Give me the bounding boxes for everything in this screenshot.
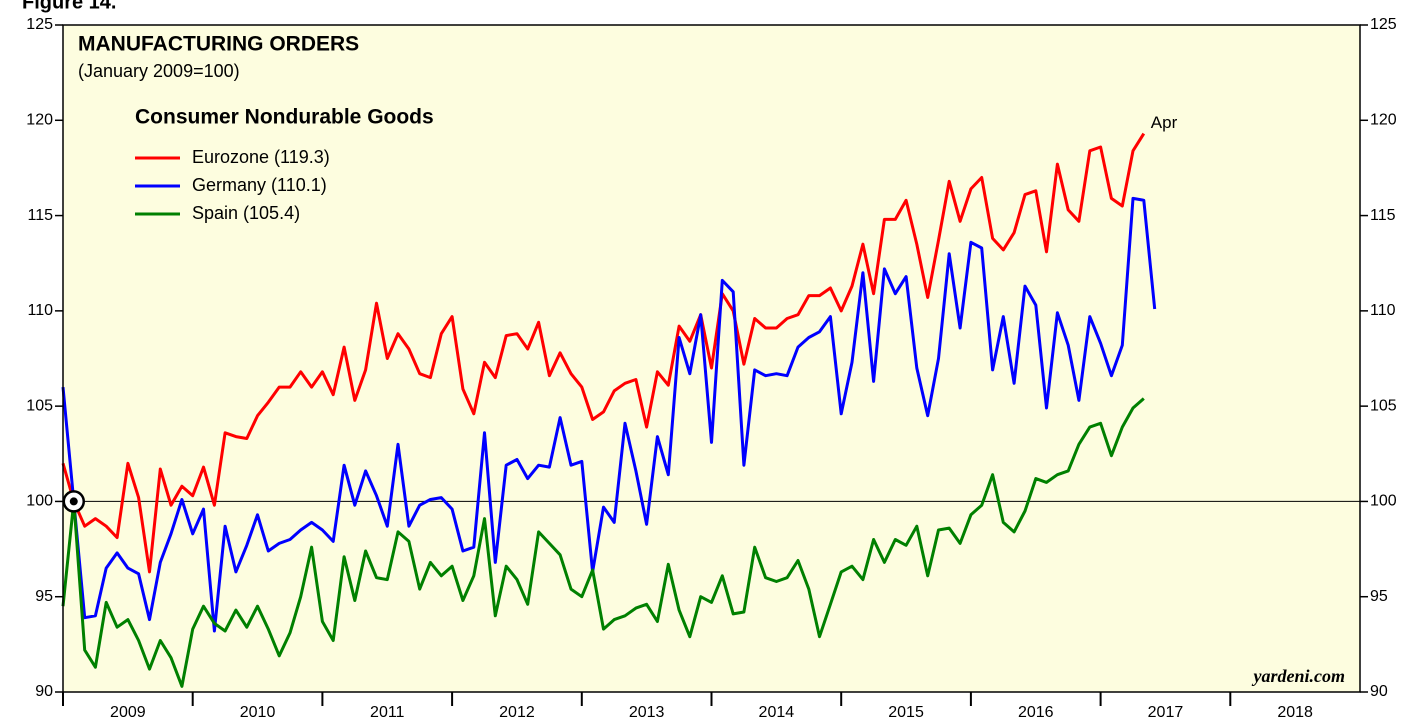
- x-tick-label: 2018: [1277, 704, 1313, 721]
- y2-tick-label: 110: [1370, 302, 1396, 319]
- y2-tick-label: 105: [1370, 397, 1397, 414]
- x-tick-label: 2012: [499, 704, 535, 721]
- y2-tick-label: 90: [1370, 683, 1388, 700]
- series-line: [61, 397, 1145, 688]
- figure-label: Figure 14.: [22, 0, 116, 13]
- source: yardeni.com: [1252, 666, 1346, 686]
- y2-tick-label: 125: [1370, 16, 1397, 33]
- legend-title: Consumer Nondurable Goods: [135, 106, 434, 129]
- x-tick-label: 2014: [759, 704, 795, 721]
- y-tick-label: 120: [26, 112, 53, 129]
- y2-tick-label: 120: [1370, 112, 1397, 129]
- x-tick-label: 2016: [1018, 704, 1054, 721]
- y-tick-label: 95: [35, 588, 53, 605]
- x-tick-label: 2017: [1148, 704, 1184, 721]
- y-tick-label: 90: [35, 683, 53, 700]
- y-tick-label: 110: [27, 302, 53, 319]
- y-tick-label: 125: [26, 16, 53, 33]
- y-tick-label: 105: [26, 397, 53, 414]
- chart-subtitle: (January 2009=100): [78, 61, 240, 81]
- y2-tick-label: 115: [1370, 207, 1396, 224]
- x-tick-label: 2009: [110, 704, 146, 721]
- chart-title: MANUFACTURING ORDERS: [78, 33, 359, 56]
- base-marker-dot: [69, 497, 78, 506]
- x-tick-label: 2010: [240, 704, 276, 721]
- legend-label: Eurozone (119.3): [192, 147, 330, 167]
- y2-tick-label: 100: [1370, 493, 1397, 510]
- x-tick-label: 2013: [629, 704, 665, 721]
- y-tick-label: 115: [27, 207, 53, 224]
- series-line: [61, 132, 1146, 574]
- annotation: Apr: [1151, 113, 1178, 132]
- x-tick-label: 2015: [888, 704, 924, 721]
- legend-label: Germany (110.1): [192, 175, 327, 195]
- y-tick-label: 100: [26, 493, 53, 510]
- series-line: [61, 196, 1157, 633]
- legend-label: Spain (105.4): [192, 203, 300, 223]
- y2-tick-label: 95: [1370, 588, 1388, 605]
- x-tick-label: 2011: [370, 704, 405, 721]
